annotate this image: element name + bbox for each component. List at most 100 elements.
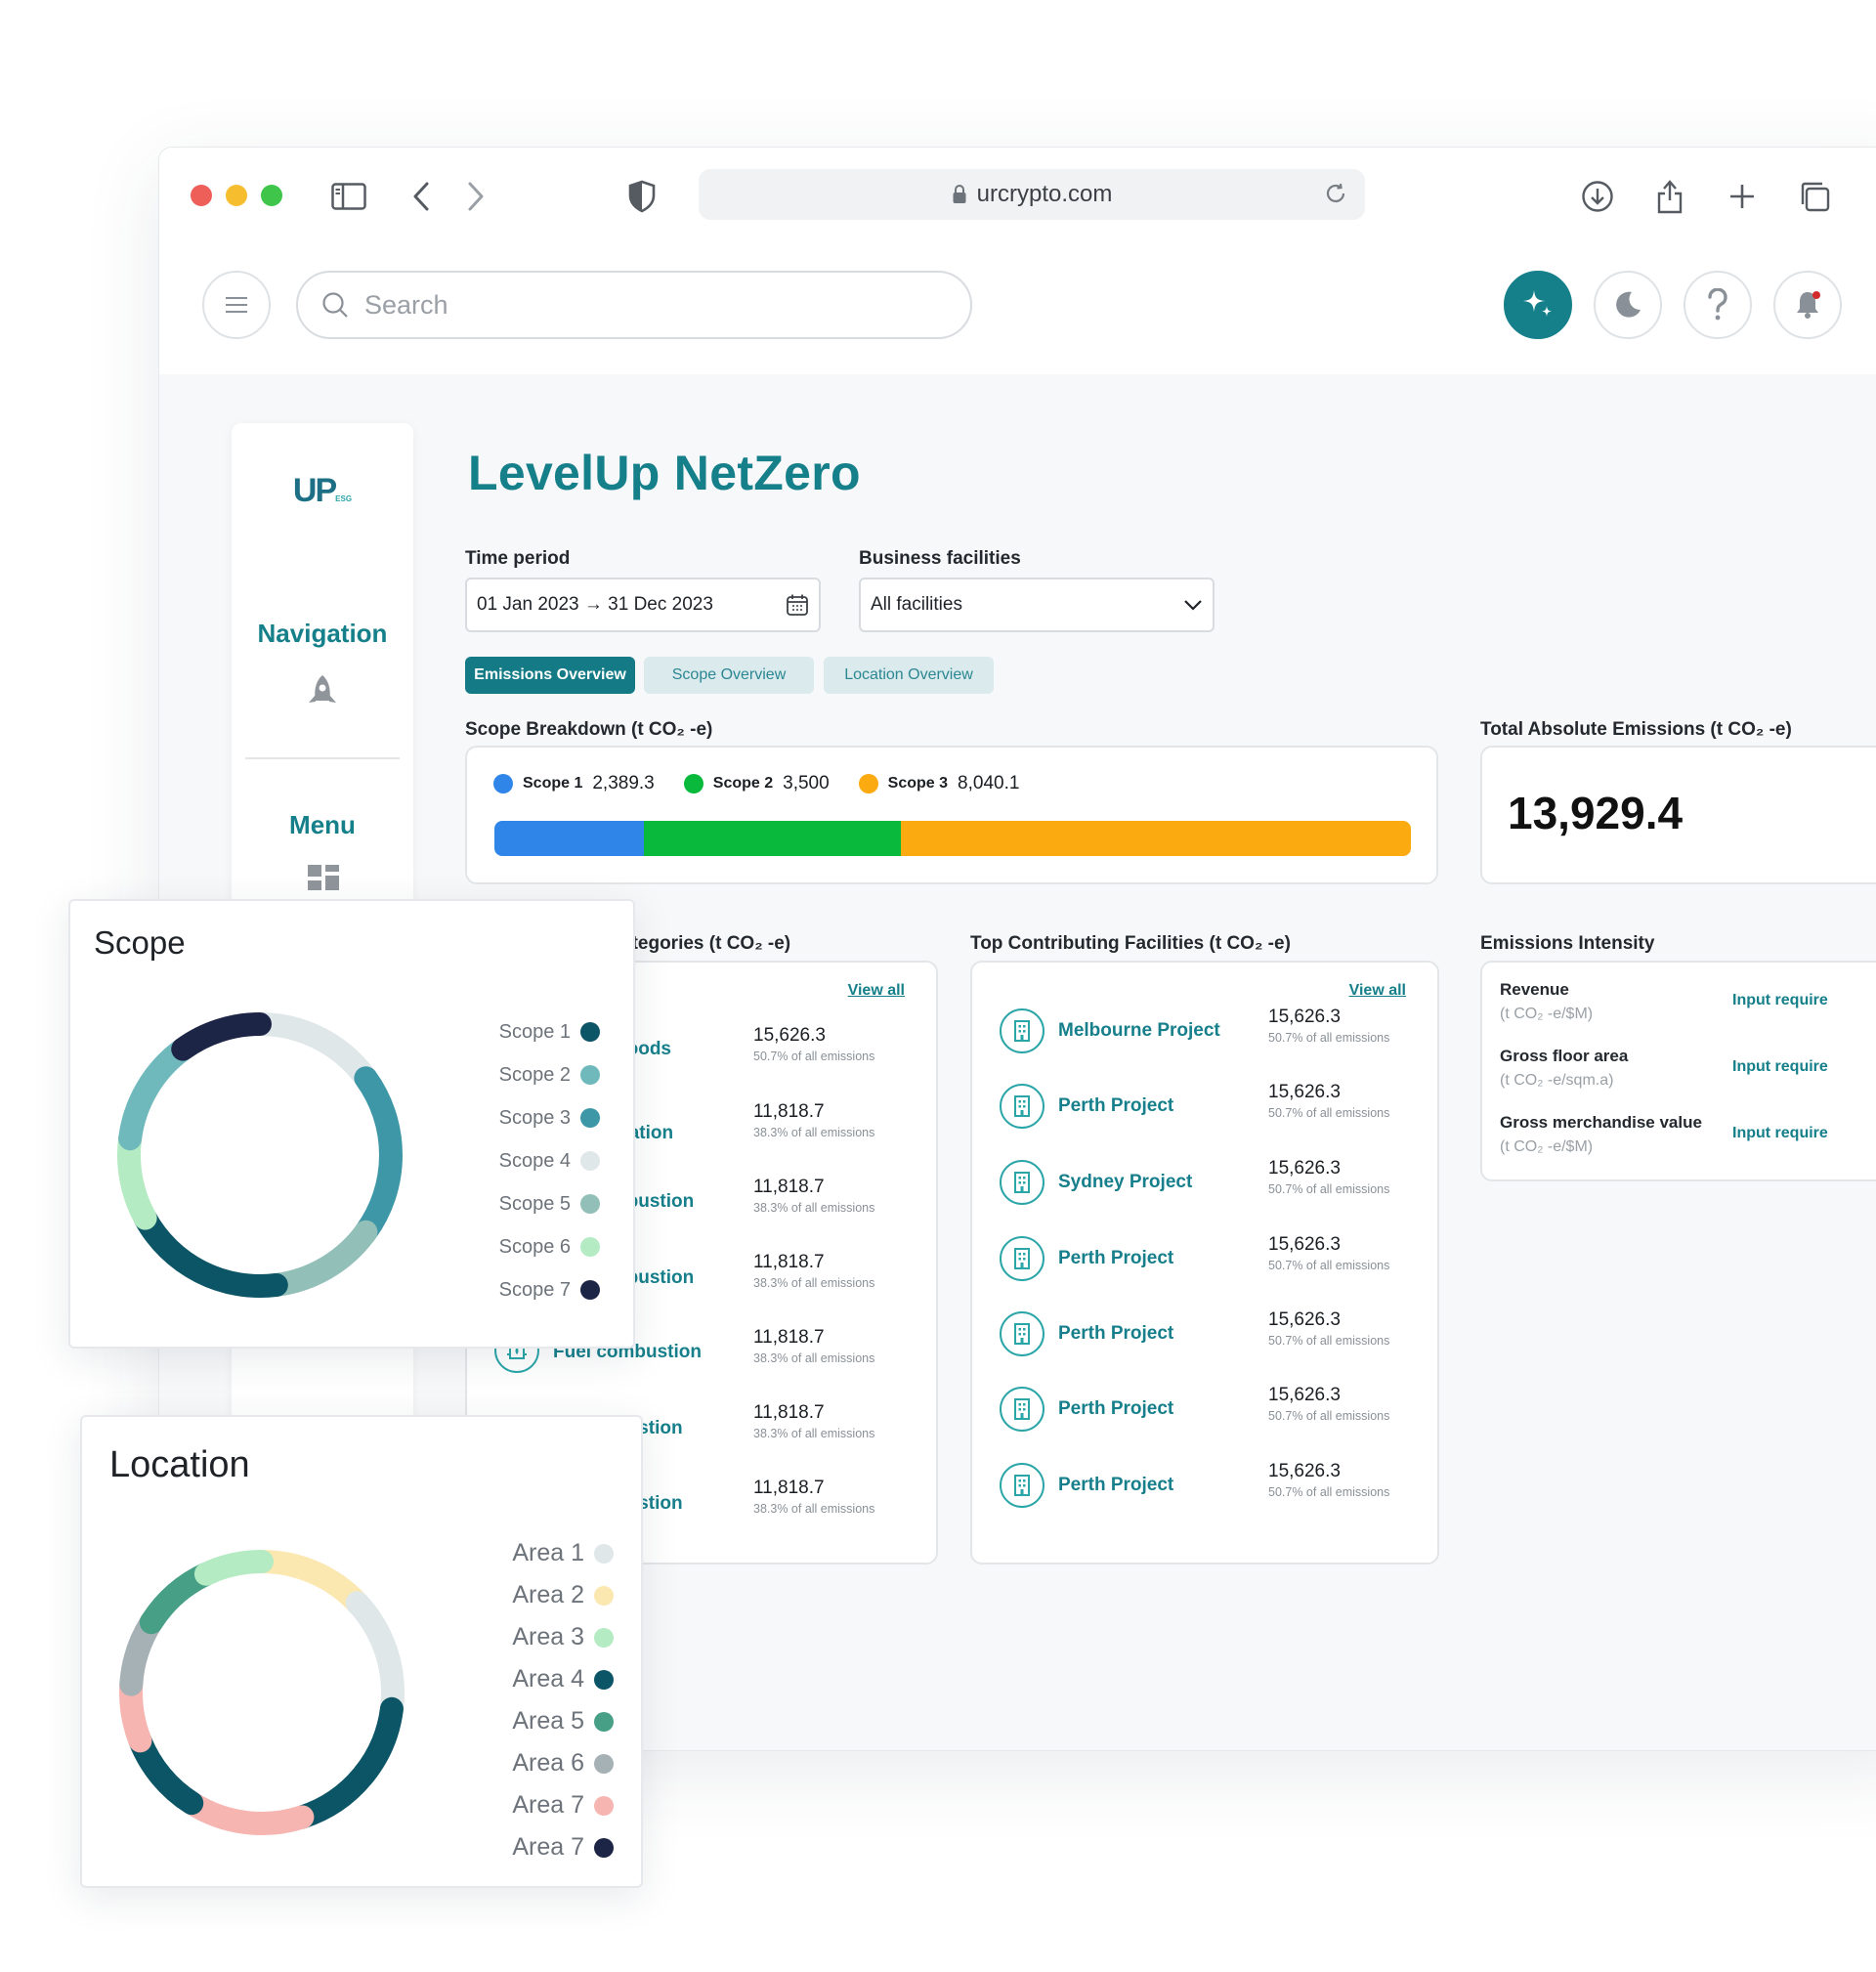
category-value: 15,626.3 50.7% of all emissions [753,1025,875,1063]
category-value: 11,818.7 38.3% of all emissions [753,1177,875,1215]
facilities-select[interactable]: All facilities [859,578,1215,632]
scope-1-legend: Scope 1 2,389.3 [493,773,655,794]
category-name[interactable]: nbustion [616,1267,695,1288]
legend-item: Scope 1 [405,1010,600,1053]
back-icon[interactable] [400,175,443,218]
scope-bar-segment [494,821,644,856]
scope-breakdown-card: Scope 1 2,389.3 Scope 2 3,500 Scope 3 8,… [465,746,1438,884]
building-icon [1000,1311,1045,1356]
legend-item: Scope 3 [405,1096,600,1139]
facility-name[interactable]: Perth Project [1058,1398,1174,1419]
facility-name[interactable]: Perth Project [1058,1323,1174,1344]
maximize-window-button[interactable] [261,185,282,206]
legend-dot [580,1237,600,1257]
shield-icon[interactable] [620,175,663,218]
donut-slice [171,1012,272,1061]
legend-label: Scope 7 [498,1278,571,1301]
tab-location-overview[interactable]: Location Overview [824,657,994,694]
rocket-icon[interactable] [306,673,339,715]
bell-icon [1797,291,1820,319]
facility-name[interactable]: Perth Project [1058,1095,1174,1116]
close-window-button[interactable] [191,185,212,206]
search-icon [322,292,348,318]
donut-slice [128,1729,204,1816]
page-title: LevelUp NetZero [468,446,861,500]
donut-slice [193,1550,274,1586]
category-value: 11,818.7 38.3% of all emissions [753,1402,875,1440]
scope-1-label: Scope 1 [523,775,583,792]
legend-label: Area 1 [512,1539,584,1566]
sidebar-toggle-icon[interactable] [327,175,370,218]
new-tab-icon[interactable] [1721,175,1764,218]
forward-icon[interactable] [454,175,497,218]
facilities-card: View all Melbourne Project 15,626.3 50.7… [970,961,1439,1565]
donut-slice [133,1206,288,1298]
navigation-title: Navigation [257,619,388,648]
scope-1-dot [493,774,513,793]
tabs-overview-icon[interactable] [1793,175,1836,218]
tab-emissions-overview[interactable]: Emissions Overview [465,657,635,694]
help-button[interactable] [1684,271,1752,339]
total-emissions-value: 13,929.4 [1508,788,1684,838]
gmv-input-required[interactable]: Input require [1732,1125,1828,1141]
categories-view-all-link[interactable]: View all [847,982,905,999]
donut-slice [117,1127,157,1230]
intensity-row-floor-area: Gross floor area (t CO₂ -e/sqm.a) [1500,1047,1629,1089]
facility-value: 15,626.3 50.7% of all emissions [1268,1082,1390,1120]
sparkle-icon [1523,290,1552,317]
dark-mode-button[interactable] [1594,271,1662,339]
legend-label: Area 4 [512,1665,584,1693]
reload-icon[interactable] [1324,182,1347,212]
sidebar-divider [245,757,400,759]
legend-dot [594,1669,614,1690]
legend-dot [580,1151,600,1171]
notifications-button[interactable] [1773,271,1842,339]
scope-donut-chart [117,1012,403,1298]
revenue-input-required[interactable]: Input require [1732,992,1828,1008]
donut-slice [118,1037,195,1151]
download-icon[interactable] [1576,175,1619,218]
facilities-label: Business facilities [859,548,1021,569]
hamburger-icon [226,297,247,313]
address-bar[interactable]: urcrypto.com [699,169,1365,220]
facility-name[interactable]: Sydney Project [1058,1172,1193,1192]
legend-label: Scope 2 [498,1063,571,1086]
menu-button[interactable] [202,271,271,339]
calendar-icon [787,594,808,616]
dashboard-icon[interactable] [306,863,341,897]
legend-dot [580,1280,600,1300]
legend-label: Area 7 [512,1833,584,1861]
facility-name[interactable]: Melbourne Project [1058,1020,1220,1041]
donut-slice [354,1066,403,1244]
minimize-window-button[interactable] [226,185,247,206]
building-icon [1000,1463,1045,1508]
tab-scope-overview[interactable]: Scope Overview [644,657,814,694]
facility-value: 15,626.3 50.7% of all emissions [1268,1309,1390,1348]
ai-assistant-button[interactable] [1504,271,1572,339]
scope-panel: Scope Scope 1 Scope 2 Scope 3 Scope 4 Sc… [68,899,635,1349]
legend-item: Scope 4 [405,1139,600,1182]
intensity-card: Revenue (t CO₂ -e/$M) Input require Gross… [1480,961,1876,1181]
legend-item: Area 3 [418,1616,614,1658]
legend-label: Area 7 [512,1791,584,1819]
floor-area-input-required[interactable]: Input require [1732,1058,1828,1075]
legend-dot [594,1753,614,1774]
legend-label: Area 5 [512,1707,584,1735]
search-bar[interactable] [296,271,972,339]
facility-name[interactable]: Perth Project [1058,1248,1174,1268]
facilities-view-all-link[interactable]: View all [1348,982,1406,999]
legend-dot [580,1065,600,1085]
category-name[interactable]: nbustion [616,1191,695,1212]
scope-legend: Scope 1 2,389.3 Scope 2 3,500 Scope 3 8,… [493,773,1019,794]
facility-name[interactable]: Perth Project [1058,1475,1174,1495]
brand-logo: UPESG [292,472,353,509]
legend-label: Scope 3 [498,1106,571,1129]
time-period-picker[interactable]: 01 Jan 2023 → 31 Dec 2023 [465,578,821,632]
search-input[interactable] [362,288,914,322]
legend-item: Area 4 [418,1658,614,1700]
intensity-row-revenue: Revenue (t CO₂ -e/$M) [1500,980,1594,1022]
share-icon[interactable] [1648,175,1691,218]
facilities-list-title: Top Contributing Facilities (t CO₂ -e) [970,933,1291,954]
facilities-value: All facilities [871,594,962,615]
url-text: urcrypto.com [976,181,1113,207]
